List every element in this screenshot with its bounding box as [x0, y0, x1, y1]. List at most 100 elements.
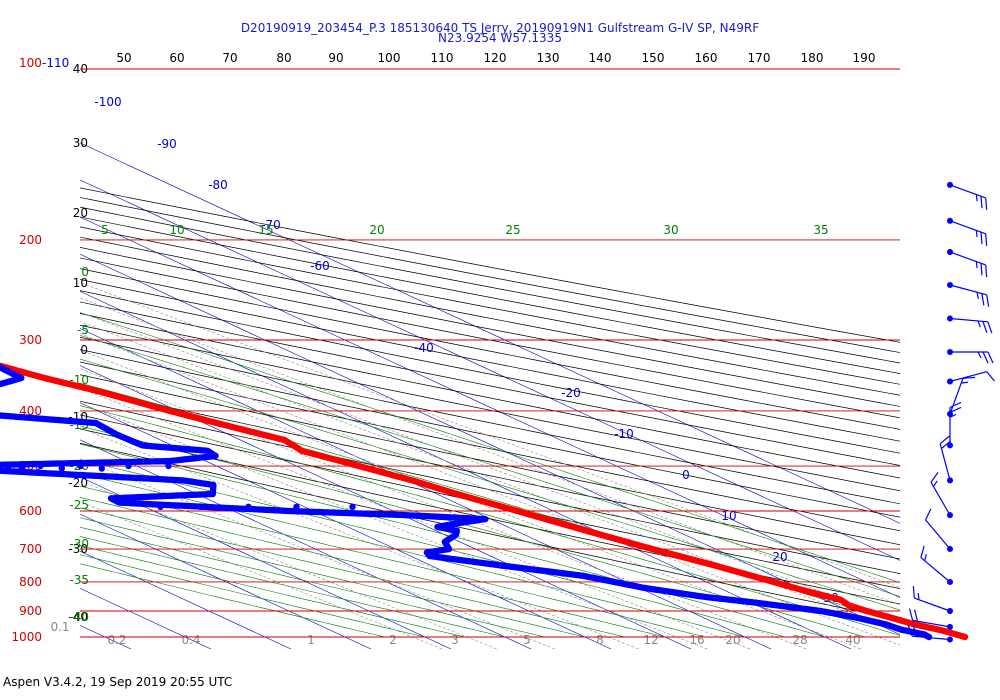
dry-adiabat-label: 90 — [328, 51, 343, 65]
dry-adiabat-line — [80, 324, 900, 492]
dry-adiabat-label: 160 — [695, 51, 718, 65]
dewpoint-point — [5, 462, 12, 470]
isotherm-label: 10 — [721, 509, 736, 523]
moist-adiabat-line — [80, 526, 546, 638]
wind-barb-half-flag — [977, 320, 981, 328]
isotherm-line — [80, 402, 612, 650]
wind-barb-shaft — [949, 371, 987, 383]
wind-barb-shaft — [949, 220, 986, 235]
moist-adiabat-line — [80, 405, 900, 636]
dry-adiabat-label: 70 — [222, 51, 237, 65]
isotherm-label: 20 — [772, 550, 787, 564]
moist-adiabat-line — [80, 459, 786, 638]
dewpoint-point — [0, 412, 2, 419]
mixing-ratio-line — [80, 368, 807, 650]
dewpoint-point — [293, 503, 300, 510]
isotherm-label: -100 — [94, 95, 121, 109]
dry-adiabat-line — [80, 187, 900, 343]
dry-adiabat-line — [80, 387, 900, 560]
wind-barb-flag — [907, 624, 913, 637]
dry-adiabat-line — [80, 290, 900, 454]
wind-barb-shaft — [949, 251, 986, 266]
mixing-ratio-label: 20 — [725, 633, 740, 647]
grid-group — [0, 69, 900, 650]
wind-barb-half-flag — [961, 381, 969, 384]
height-tick-label: 30 — [73, 136, 88, 150]
moist-adiabat-label: 20 — [369, 223, 384, 237]
wind-barb-flag — [985, 197, 988, 210]
pressure-tick-label: 900 — [19, 604, 42, 618]
wind-barb — [907, 624, 953, 643]
dry-adiabat-label: 140 — [589, 51, 612, 65]
dewpoint-point — [165, 462, 172, 470]
moist-adiabat-line — [80, 497, 666, 638]
wind-barb-flag — [949, 406, 962, 413]
wind-barb-flag — [939, 435, 950, 445]
dry-adiabat-line — [80, 197, 900, 353]
height-tick-label: -20 — [68, 476, 88, 490]
dry-adiabat-line — [80, 301, 900, 466]
pressure-tick-label: 700 — [19, 542, 42, 556]
dry-adiabat-line — [80, 206, 900, 364]
isotherm-label: -90 — [157, 137, 177, 151]
height-tick-label: -30 — [68, 542, 88, 556]
mixing-ratio-label: 3 — [451, 633, 459, 647]
isotherm-label: -60 — [310, 259, 330, 273]
dry-adiabat-line — [80, 349, 900, 518]
wind-barb-shaft — [912, 619, 951, 628]
isotherm-line — [80, 365, 692, 650]
wind-barb-flag — [925, 508, 932, 521]
wind-barb-half-flag — [976, 292, 979, 299]
isotherm-label: -70 — [261, 218, 281, 232]
moist-adiabat-line — [80, 382, 900, 624]
moist-adiabat-line — [80, 545, 466, 638]
pressure-top-label: 100 — [19, 56, 42, 70]
wind-barb-shaft — [920, 557, 951, 583]
mixing-ratio-label: 8 — [596, 633, 604, 647]
wind-barb-shaft — [912, 635, 951, 641]
isotherm-line — [80, 587, 212, 650]
dry-adiabat-label: 80 — [276, 51, 291, 65]
dry-adiabat-line — [80, 336, 900, 505]
mixing-ratio-label: 2 — [389, 633, 397, 647]
dry-adiabat-line — [80, 257, 900, 419]
dry-adiabat-line — [80, 374, 900, 546]
isotherm-label: -40 — [414, 341, 434, 355]
mixing-ratio-label: 40 — [845, 633, 860, 647]
dry-adiabat-line — [80, 400, 900, 574]
dry-adiabat-line — [80, 268, 900, 430]
dewpoint-point — [349, 503, 356, 510]
dewpoint-point — [197, 503, 204, 510]
isotherm-line — [80, 550, 292, 650]
dewpoint-point — [77, 462, 84, 470]
dewpoint-point — [0, 467, 3, 474]
wind-barb — [947, 401, 962, 449]
moist-adiabat-label: 30 — [663, 223, 678, 237]
wind-barb-flag — [980, 232, 983, 245]
dry-adiabat-label: 60 — [169, 51, 184, 65]
wind-barb — [908, 608, 953, 630]
wind-barb-half-flag — [977, 351, 982, 359]
moist-adiabat-label: -35 — [69, 573, 89, 587]
moist-adiabat-label: -5 — [77, 323, 89, 337]
pressure-tick-label: 600 — [19, 504, 42, 518]
wind-barb — [947, 371, 995, 385]
mixing-ratio-label: 0.4 — [181, 633, 200, 647]
isotherm-line — [80, 290, 852, 650]
moist-adiabat-label: 15 — [258, 223, 273, 237]
pressure-top-suffix: -110 — [42, 56, 69, 70]
isotherm-line — [0, 69, 51, 649]
wind-barb-flag — [987, 321, 993, 334]
dry-adiabat-label: 100 — [378, 51, 401, 65]
wind-barb-flag — [980, 196, 983, 209]
height-tick-label: -40 — [68, 610, 88, 624]
dry-adiabat-label: 50 — [116, 51, 131, 65]
wind-barb-half-flag — [949, 413, 957, 418]
dry-adiabat-label: 110 — [431, 51, 454, 65]
moist-adiabat-line — [80, 563, 386, 638]
dry-adiabat-line — [80, 414, 900, 589]
wind-barb-shaft — [939, 443, 951, 481]
mixing-ratio-line — [80, 427, 639, 650]
dry-adiabat-label: 120 — [484, 51, 507, 65]
